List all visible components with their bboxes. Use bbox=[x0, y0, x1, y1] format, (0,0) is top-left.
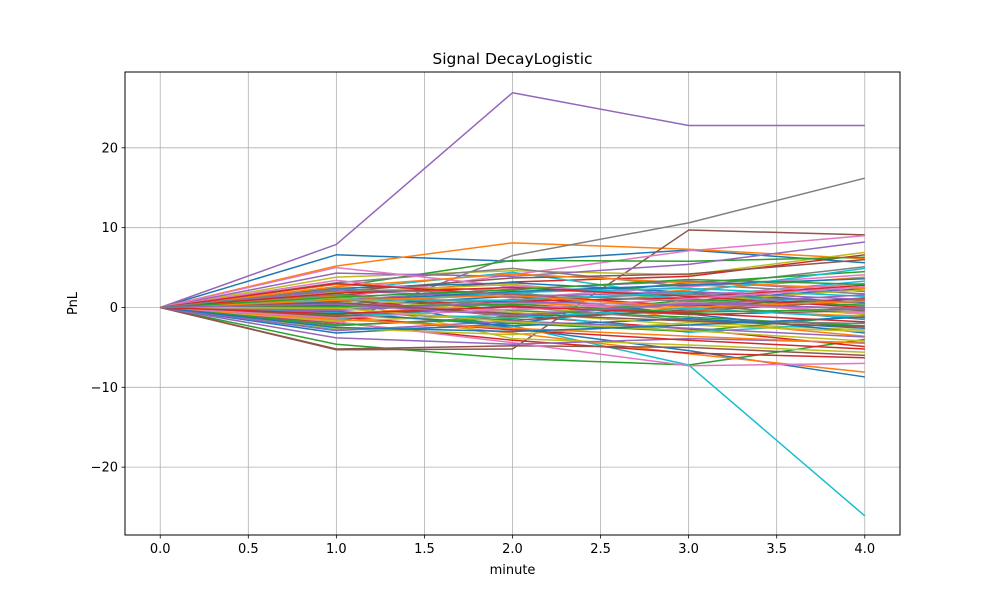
x-axis-ticks: 0.0 0.5 1.0 1.5 2.0 2.5 3.0 3.5 4.0 bbox=[150, 535, 875, 557]
series-line-67 bbox=[160, 285, 865, 319]
y-tick-label: 10 bbox=[101, 221, 118, 236]
y-axis-label: PnL bbox=[66, 291, 81, 315]
series-line-75 bbox=[160, 302, 865, 317]
series-line-5 bbox=[159, 92, 865, 309]
series-line-71 bbox=[160, 306, 865, 333]
series-line-16 bbox=[160, 306, 865, 357]
x-tick-label: 2.5 bbox=[590, 542, 611, 557]
x-tick-label: 4.0 bbox=[854, 542, 875, 557]
series-line-9 bbox=[160, 251, 865, 309]
series-line-68 bbox=[160, 288, 865, 311]
series-line-49 bbox=[160, 289, 865, 322]
x-tick-label: 2.0 bbox=[502, 542, 523, 557]
y-tick-label: 0 bbox=[110, 301, 118, 316]
series-line-2 bbox=[160, 242, 865, 309]
y-tick-label: 20 bbox=[101, 141, 118, 156]
x-tick-label: 3.0 bbox=[678, 542, 699, 557]
series-line-73 bbox=[160, 278, 865, 309]
series-line-65 bbox=[160, 293, 865, 312]
x-tick-label: 0.5 bbox=[238, 542, 259, 557]
series-lines bbox=[159, 92, 866, 517]
series-line-56 bbox=[160, 305, 865, 318]
series-line-63 bbox=[160, 303, 865, 314]
y-tick-label: −20 bbox=[91, 461, 118, 476]
x-axis-label: minute bbox=[490, 563, 536, 578]
series-line-69 bbox=[160, 306, 865, 342]
series-line-25 bbox=[160, 306, 865, 345]
x-tick-label: 1.5 bbox=[414, 542, 435, 557]
x-tick-label: 1.0 bbox=[326, 542, 347, 557]
chart-title: Signal DecayLogistic bbox=[432, 50, 592, 68]
x-tick-label: 3.5 bbox=[766, 542, 787, 557]
series-line-45 bbox=[160, 306, 865, 338]
series-line-74 bbox=[160, 305, 865, 323]
series-line-62 bbox=[160, 306, 865, 345]
y-axis-ticks: −20 −10 0 10 20 bbox=[91, 141, 125, 476]
series-line-1 bbox=[160, 249, 865, 309]
series-line-3 bbox=[160, 306, 865, 366]
y-tick-label: −10 bbox=[91, 381, 118, 396]
x-tick-label: 0.0 bbox=[150, 542, 171, 557]
series-line-64 bbox=[160, 286, 865, 309]
series-line-15 bbox=[160, 241, 865, 309]
